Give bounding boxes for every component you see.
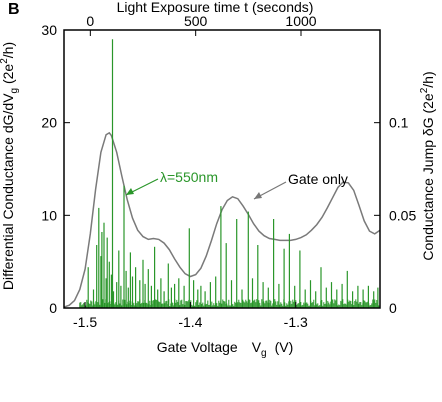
- right-axis-post: /h): [420, 71, 436, 87]
- right-tick-label: 0: [389, 300, 397, 316]
- top-tick-label: 1000: [285, 13, 316, 29]
- right-tick-label: 0.05: [389, 207, 416, 223]
- left-tick-label: 10: [41, 207, 57, 223]
- bottom-axis-label: Gate Voltage: [157, 339, 238, 355]
- bottom-tick-label: -1.5: [73, 314, 97, 330]
- panel-label: B: [8, 1, 20, 18]
- annotation-gate-arrowhead: [254, 192, 262, 199]
- axes: -1.5 -1.4 -1.3 0 500 1000 0 10 20 30 0 0.05 0.1: [41, 13, 416, 330]
- left-tick-label: 0: [49, 300, 57, 316]
- plot-frame: [63, 29, 381, 309]
- top-tick-label: 0: [86, 13, 94, 29]
- annotation-gate-label: Gate only: [288, 171, 348, 187]
- left-axis-unit-pre: (2e: [0, 64, 16, 88]
- light-spike-series: [79, 39, 380, 308]
- bottom-axis-unit: (V): [275, 339, 294, 355]
- left-tick-label: 30: [41, 22, 57, 38]
- left-axis-title: Differential Conductance dG/dVg (2e2/h): [0, 42, 20, 290]
- left-axis-label: Differential Conductance dG/dV: [0, 93, 16, 290]
- left-tick-label: 20: [41, 115, 57, 131]
- annotation-light-label: λ=550nm: [160, 169, 218, 185]
- bottom-axis-subscript: g: [261, 348, 267, 359]
- right-axis-sup: 2: [419, 87, 430, 93]
- bottom-tick-label: -1.4: [178, 314, 202, 330]
- right-tick-label: 0.1: [389, 115, 409, 131]
- left-axis-subscript: g: [9, 88, 20, 94]
- left-axis-unit-post: /h): [0, 42, 16, 58]
- right-axis-label: Conductance Jump δG (2e: [420, 93, 436, 261]
- left-axis-unit-sup: 2: [0, 58, 10, 64]
- annotation-light-arrowhead: [126, 188, 134, 195]
- top-tick-label: 500: [184, 13, 208, 29]
- bottom-axis-symbol: V: [252, 339, 262, 355]
- top-axis-title: Light Exposure time t (seconds): [117, 0, 314, 15]
- right-axis-title: Conductance Jump δG (2e2/h): [419, 71, 436, 260]
- bottom-axis-title: Gate Voltage Vg (V): [157, 339, 294, 359]
- bottom-tick-label: -1.3: [284, 314, 308, 330]
